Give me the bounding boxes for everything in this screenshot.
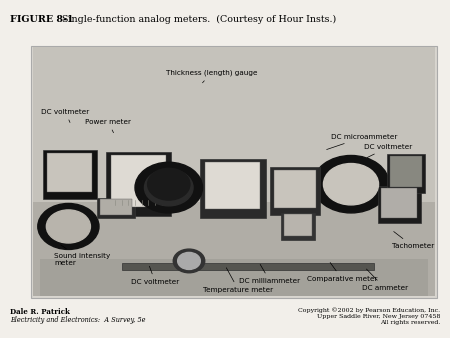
Text: Power meter: Power meter bbox=[85, 119, 131, 133]
FancyBboxPatch shape bbox=[284, 214, 312, 236]
Text: DC microammeter: DC microammeter bbox=[327, 134, 397, 149]
FancyBboxPatch shape bbox=[100, 199, 132, 215]
Text: Comparative meter: Comparative meter bbox=[307, 263, 377, 282]
Text: All rights reserved.: All rights reserved. bbox=[380, 320, 440, 325]
FancyBboxPatch shape bbox=[281, 213, 315, 240]
FancyBboxPatch shape bbox=[43, 150, 97, 199]
FancyBboxPatch shape bbox=[40, 259, 428, 296]
FancyBboxPatch shape bbox=[274, 170, 315, 208]
FancyBboxPatch shape bbox=[111, 155, 166, 207]
Text: FIGURE 8-1: FIGURE 8-1 bbox=[10, 15, 80, 24]
FancyBboxPatch shape bbox=[200, 159, 266, 218]
FancyBboxPatch shape bbox=[33, 47, 435, 296]
FancyBboxPatch shape bbox=[387, 154, 425, 193]
Text: Temperature meter: Temperature meter bbox=[203, 268, 274, 293]
FancyBboxPatch shape bbox=[378, 186, 421, 223]
Text: DC voltmeter: DC voltmeter bbox=[131, 266, 180, 285]
Circle shape bbox=[144, 169, 193, 206]
Text: Sound intensity
meter: Sound intensity meter bbox=[54, 245, 110, 266]
Circle shape bbox=[324, 164, 378, 205]
Text: Upper Saddle River, New Jersey 07458: Upper Saddle River, New Jersey 07458 bbox=[317, 314, 440, 319]
Text: Electricity and Electronics:  A Survey, 5e: Electricity and Electronics: A Survey, 5… bbox=[10, 316, 145, 324]
Text: Thickness (length) gauge: Thickness (length) gauge bbox=[166, 69, 257, 83]
Circle shape bbox=[313, 155, 389, 213]
FancyBboxPatch shape bbox=[206, 162, 260, 209]
FancyBboxPatch shape bbox=[122, 263, 374, 270]
FancyBboxPatch shape bbox=[390, 156, 422, 187]
Text: DC ammeter: DC ammeter bbox=[362, 269, 408, 291]
FancyBboxPatch shape bbox=[33, 202, 435, 296]
Text: Copyright ©2002 by Pearson Education, Inc.: Copyright ©2002 by Pearson Education, In… bbox=[298, 308, 440, 313]
Circle shape bbox=[135, 162, 202, 213]
Circle shape bbox=[173, 249, 205, 273]
Text: Tachometer: Tachometer bbox=[392, 232, 434, 249]
Text: Dale R. Patrick: Dale R. Patrick bbox=[10, 308, 70, 316]
FancyBboxPatch shape bbox=[47, 153, 92, 192]
FancyBboxPatch shape bbox=[31, 46, 437, 298]
Text: DC milliammeter: DC milliammeter bbox=[239, 264, 301, 284]
Circle shape bbox=[148, 168, 190, 200]
FancyBboxPatch shape bbox=[97, 198, 135, 218]
FancyBboxPatch shape bbox=[106, 152, 171, 216]
Circle shape bbox=[38, 203, 99, 249]
FancyBboxPatch shape bbox=[382, 188, 417, 218]
Circle shape bbox=[178, 252, 200, 269]
Text: DC voltmeter: DC voltmeter bbox=[41, 108, 90, 122]
Text: Single-function analog meters.  (Courtesy of Hour Insts.): Single-function analog meters. (Courtesy… bbox=[62, 15, 336, 24]
FancyBboxPatch shape bbox=[270, 167, 320, 215]
Circle shape bbox=[46, 210, 90, 243]
Text: DC voltmeter: DC voltmeter bbox=[364, 144, 413, 158]
